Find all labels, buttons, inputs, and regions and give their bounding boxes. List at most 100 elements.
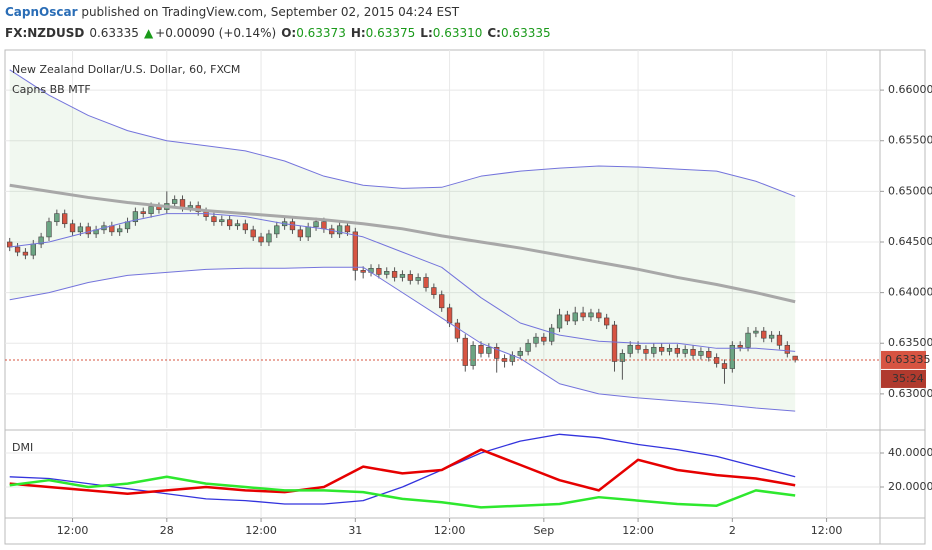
candle-body	[187, 205, 194, 208]
y-tick-label: 0.64000	[888, 286, 932, 299]
candle-body	[674, 348, 681, 354]
candle-body	[132, 211, 139, 223]
candle-body	[454, 322, 461, 339]
line-series	[9, 69, 796, 197]
candle-body	[77, 226, 84, 233]
candle-body	[352, 231, 358, 271]
candle-body	[517, 351, 523, 356]
candle-body	[69, 223, 76, 233]
publish-line: CapnOscar published on TradingView.com, …	[5, 5, 460, 19]
x-tick-label: 2	[729, 524, 736, 537]
y-tick-label: 0.65000	[888, 184, 932, 197]
candle-body	[329, 228, 335, 235]
candle-body	[737, 344, 743, 348]
candle-body	[533, 336, 539, 344]
candle-body	[588, 312, 594, 318]
last-price-box	[881, 350, 926, 369]
candle-body	[635, 344, 641, 350]
candle-body	[250, 229, 256, 238]
candle-body	[619, 353, 626, 362]
candle-body	[596, 312, 602, 319]
candle-body	[226, 219, 233, 227]
candle-body	[784, 344, 790, 354]
candle-body	[572, 312, 578, 322]
candle-body	[30, 243, 36, 256]
countdown: 35:24	[892, 372, 924, 385]
candle-body	[219, 219, 225, 223]
candle-body	[541, 336, 547, 342]
candle-body	[211, 216, 217, 223]
candle-body	[604, 317, 610, 326]
candle-body	[792, 355, 798, 361]
y-tick-label: 0.63500	[888, 336, 932, 349]
candle-body	[494, 346, 500, 359]
close-label: C:	[487, 26, 501, 40]
candle-body	[297, 229, 303, 238]
candle-body	[721, 363, 728, 369]
candle-body	[234, 223, 241, 227]
candle-body	[360, 270, 366, 273]
x-tick-label: 31	[348, 524, 362, 537]
high: 0.63375	[366, 26, 416, 40]
candle-body	[729, 344, 735, 369]
candle-body	[446, 307, 453, 324]
candle-body	[313, 221, 319, 228]
line-series	[9, 433, 796, 505]
line-series	[9, 448, 796, 496]
candle-body	[172, 199, 178, 204]
y-tick-label: 40.0000	[888, 446, 932, 459]
candle-body	[391, 271, 398, 278]
price: 0.63335	[89, 26, 139, 40]
candle-body	[258, 236, 264, 243]
candle-body	[289, 221, 296, 231]
y-tick-label: 0.64500	[888, 235, 932, 248]
candle-body	[431, 287, 437, 295]
candle-body	[706, 351, 712, 358]
author[interactable]: CapnOscar	[5, 5, 78, 19]
x-tick-label: 12:00	[622, 524, 654, 537]
candle-body	[321, 221, 327, 230]
candle-body	[556, 314, 563, 329]
dmi-title: DMI	[12, 441, 33, 454]
x-tick-label: 12:00	[434, 524, 466, 537]
x-tick-label: 12:00	[245, 524, 277, 537]
candle-body	[643, 349, 649, 354]
candle-body	[486, 346, 492, 354]
x-tick-label: 28	[160, 524, 174, 537]
candle-body	[525, 342, 531, 352]
change-arrow: ▲	[144, 26, 154, 40]
candle-body	[242, 223, 249, 231]
close: 0.63335	[501, 26, 551, 40]
candle-body	[85, 226, 91, 235]
candle-body	[658, 346, 665, 352]
y-tick-label: 0.65500	[888, 134, 932, 147]
candle-body	[478, 344, 484, 354]
candle-body	[439, 294, 445, 309]
symbol-line: FX:NZDUSD 0.63335 ▲ +0.00090 (+0.14%) O:0.63…	[5, 26, 551, 40]
line-series	[9, 213, 796, 352]
candle-body	[179, 199, 186, 208]
candle-body	[399, 274, 406, 278]
y-tick-label: 0.66000	[888, 83, 932, 96]
candle-body	[549, 327, 555, 342]
candle-body	[305, 226, 311, 238]
x-tick-label: 12:00	[57, 524, 89, 537]
candle-body	[336, 225, 343, 235]
open-label: O:	[281, 26, 296, 40]
candle-body	[415, 277, 421, 281]
low: 0.63310	[433, 26, 483, 40]
candle-body	[698, 351, 704, 356]
candle-body	[761, 330, 767, 339]
line-series	[9, 475, 796, 509]
candle-body	[124, 221, 131, 230]
candle-body	[753, 330, 759, 334]
candle-body	[54, 213, 60, 223]
candle-body	[423, 277, 429, 288]
candle-body	[407, 274, 413, 281]
open: 0.63373	[296, 26, 346, 40]
chart-title: New Zealand Dollar/U.S. Dollar, 60, FXCM	[12, 63, 240, 76]
low-label: L:	[420, 26, 432, 40]
candle-body	[22, 251, 29, 256]
candle-body	[627, 344, 633, 354]
candle-body	[46, 221, 52, 238]
